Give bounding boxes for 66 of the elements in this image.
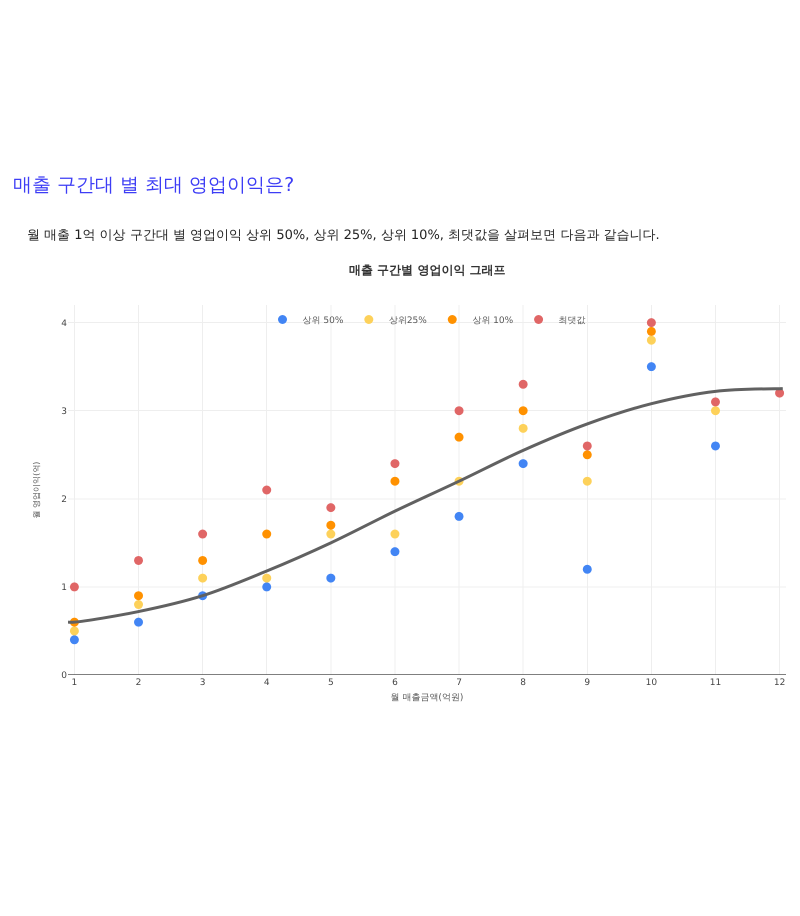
- point: [710, 406, 720, 416]
- point: [518, 459, 528, 468]
- x-tick-label: 11: [710, 678, 722, 688]
- x-tick-label: 4: [264, 678, 270, 688]
- x-tick-label: 10: [646, 678, 658, 688]
- point: [134, 618, 144, 627]
- x-tick-label: 3: [200, 678, 206, 688]
- point: [646, 326, 656, 336]
- point: [262, 582, 272, 592]
- legend-label: 최댓값: [558, 316, 586, 326]
- point: [326, 574, 336, 583]
- legend-label: 상위25%: [388, 316, 428, 326]
- x-tick-label: 1: [72, 678, 78, 688]
- point: [134, 591, 144, 600]
- point: [582, 564, 592, 574]
- y-tick-label: 4: [61, 318, 68, 329]
- point: [198, 574, 208, 583]
- x-tick-label: 2: [136, 678, 142, 688]
- point: [390, 530, 400, 539]
- x-tick-label: 12: [774, 678, 786, 688]
- point: [646, 362, 656, 372]
- point: [326, 503, 336, 512]
- point: [582, 476, 592, 486]
- point: [198, 556, 208, 565]
- x-tick-label: 8: [520, 678, 526, 688]
- point: [454, 432, 464, 442]
- x-tick-label: 6: [392, 678, 398, 688]
- point: [262, 486, 272, 494]
- y-tick-label: 2: [61, 494, 67, 505]
- point: [646, 318, 656, 328]
- x-axis-title: 월 매출금액(억원): [390, 692, 464, 703]
- y-tick-label: 0: [61, 671, 68, 682]
- chart-subtitle: 월 매출 1억 이상 구간대 별 영업이익 상위 50%, 상위 25%, 상위 10%, 최댓값을 살펴보면 다음과 같습니다.: [27, 228, 660, 243]
- legend-label: 상위 50%: [302, 316, 344, 326]
- y-axis-title: 월 영업이익(억): [32, 462, 41, 518]
- chart-title: 매출 구간대 별 최대 영업이익은?: [13, 174, 294, 196]
- y-tick-label: 1: [61, 583, 67, 594]
- point: [326, 520, 336, 530]
- point: [518, 424, 528, 433]
- point: [390, 476, 400, 486]
- legend-label: 상위 10%: [472, 316, 514, 326]
- point: [454, 406, 464, 416]
- x-tick-label: 9: [584, 678, 590, 688]
- point: [710, 397, 720, 406]
- point: [262, 530, 272, 539]
- point: [70, 635, 79, 644]
- point: [582, 450, 592, 460]
- point: [70, 582, 79, 592]
- point: [390, 547, 400, 556]
- point: [134, 556, 144, 565]
- point: [326, 530, 336, 539]
- point: [518, 380, 528, 389]
- point: [582, 441, 592, 450]
- x-tick-label: 5: [328, 678, 334, 688]
- point: [646, 336, 656, 345]
- point: [198, 530, 208, 539]
- x-tick-label: 7: [456, 678, 462, 688]
- point: [710, 441, 720, 450]
- point: [390, 459, 400, 468]
- point: [134, 600, 144, 610]
- point: [518, 406, 528, 416]
- point: [454, 512, 464, 521]
- point: [262, 574, 272, 583]
- y-tick-label: 3: [61, 406, 67, 417]
- text: 매출 구간별 영업이익 그래프: [349, 263, 506, 277]
- point: [70, 626, 79, 636]
